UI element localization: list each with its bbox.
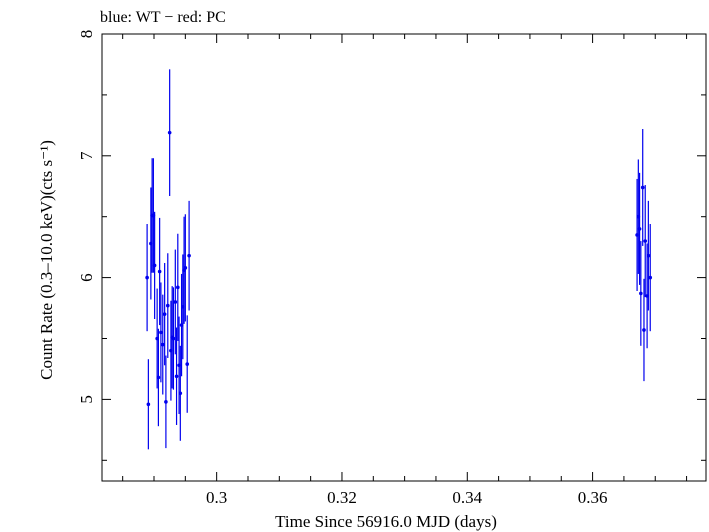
data-point bbox=[178, 391, 183, 396]
data-point bbox=[176, 285, 180, 290]
data-point bbox=[640, 185, 645, 190]
x-tick-label: 0.36 bbox=[578, 488, 608, 507]
y-tick-label: 8 bbox=[77, 30, 96, 39]
data-point bbox=[174, 374, 179, 379]
y-tick-label: 6 bbox=[77, 273, 96, 282]
data-point bbox=[159, 330, 163, 335]
data-point bbox=[643, 239, 648, 243]
data-point bbox=[157, 269, 162, 274]
data-point bbox=[185, 362, 190, 366]
data-point bbox=[639, 291, 643, 296]
data-point bbox=[187, 253, 191, 258]
data-point bbox=[167, 130, 172, 135]
data-point bbox=[165, 303, 170, 308]
data-point bbox=[171, 336, 176, 341]
x-tick-label: 0.32 bbox=[327, 488, 357, 507]
data-point bbox=[145, 275, 149, 280]
y-axis-label: Count Rate (0.3–10.0 keV)(cts s⁻¹) bbox=[37, 140, 56, 380]
data-point bbox=[173, 300, 178, 304]
data-point bbox=[637, 227, 642, 231]
data-point bbox=[648, 275, 653, 280]
data-point bbox=[156, 375, 161, 380]
y-axis-ticks: 5 6 7 8 bbox=[77, 30, 706, 461]
x-axis-ticks: 0.3 0.32 0.34 0.36 bbox=[122, 34, 688, 507]
plot-frame bbox=[101, 33, 707, 482]
data-point bbox=[642, 328, 646, 332]
data-point bbox=[162, 312, 167, 316]
data-point bbox=[646, 253, 651, 258]
data-points bbox=[145, 69, 653, 450]
x-axis-label: Time Since 56916.0 MJD (days) bbox=[275, 512, 497, 531]
x-tick-label: 0.34 bbox=[452, 488, 482, 507]
chart-title: blue: WT − red: PC bbox=[100, 9, 226, 26]
y-tick-label: 7 bbox=[77, 151, 96, 160]
data-point bbox=[146, 402, 151, 407]
y-tick-label: 5 bbox=[77, 395, 96, 404]
data-point bbox=[183, 266, 188, 270]
data-point bbox=[164, 400, 168, 404]
data-point bbox=[160, 342, 165, 347]
x-tick-label: 0.3 bbox=[206, 488, 227, 507]
data-point bbox=[152, 263, 157, 268]
